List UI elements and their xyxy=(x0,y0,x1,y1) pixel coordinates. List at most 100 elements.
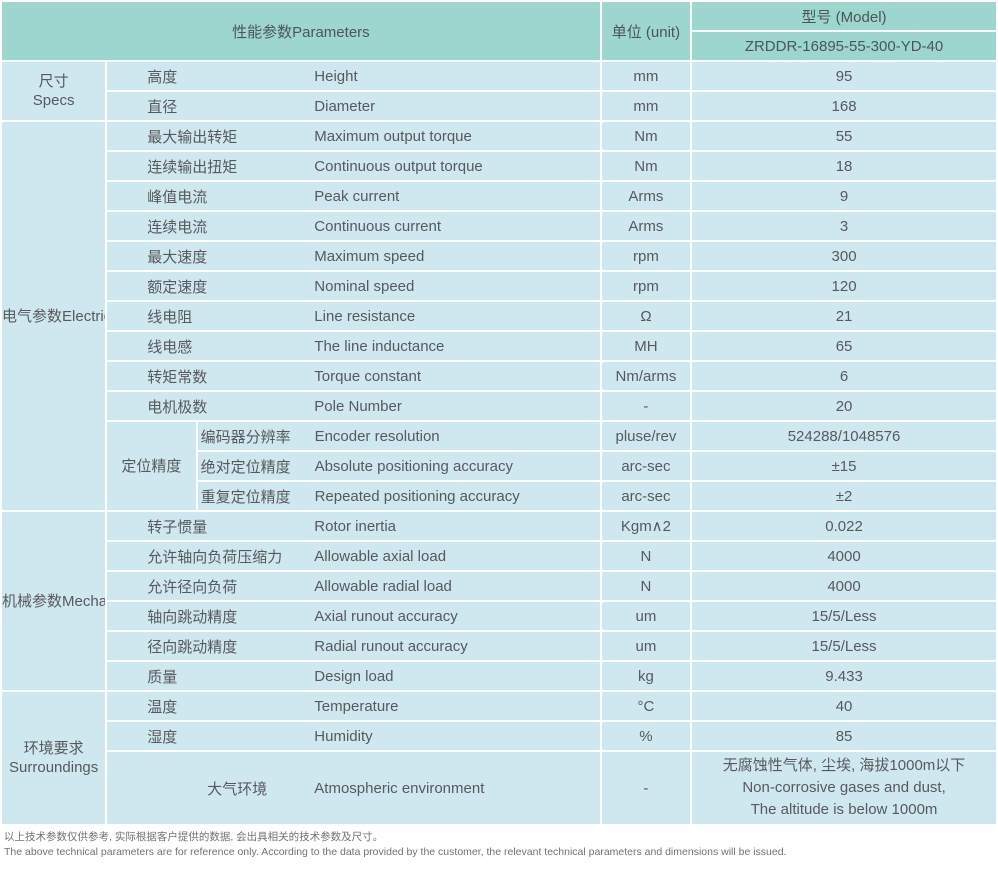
param-name-cell: 最大输出转矩 Maximum output torque xyxy=(107,122,600,150)
param-en: Rotor inertia xyxy=(314,517,396,535)
param-name-cell: 转矩常数 Torque constant xyxy=(107,362,600,390)
atmosphere-line-cn: 无腐蚀性气体, 尘埃, 海拔1000m以下 xyxy=(722,757,966,774)
param-en: Design load xyxy=(314,667,394,685)
param-cn: 编码器分辨率 xyxy=(200,428,291,446)
unit-cell: - xyxy=(601,752,691,824)
table-header-row: 性能参数Parameters 单位 (unit) 型号 (Model) xyxy=(2,2,996,60)
table-row: 湿度 Humidity % 85 xyxy=(2,722,996,750)
table-row: 定位精度 编码器分辨率 Encoder resolution pluse/rev … xyxy=(2,422,996,510)
param-name-cell: 连续电流 Continuous current xyxy=(107,212,600,240)
param-en: Allowable radial load xyxy=(314,577,452,595)
param-cn: 线电阻 xyxy=(147,308,193,326)
table-row: 连续输出扭矩 Continuous output torque Nm 18 xyxy=(2,152,996,180)
footnote-en: The above technical parameters are for r… xyxy=(4,846,787,858)
value-cell: 85 xyxy=(692,722,996,750)
param-name-cell: 电机极数 Pole Number xyxy=(107,392,600,420)
param-name-cell: 轴向跳动精度 Axial runout accuracy xyxy=(107,602,600,630)
param-en: Continuous output torque xyxy=(314,157,483,175)
value-cell: 300 xyxy=(692,242,996,270)
param-cn: 连续电流 xyxy=(147,218,208,236)
value-cell: 65 xyxy=(692,332,996,360)
param-cn: 允许轴向负荷压缩力 xyxy=(147,548,283,566)
model-header: 型号 (Model) xyxy=(692,2,996,30)
value-cell: 15/5/Less xyxy=(692,602,996,630)
table-row: 环境要求 Surroundings 温度 Temperature °C 40 xyxy=(2,692,996,824)
param-en: Humidity xyxy=(314,727,373,745)
value-cell: ±2 xyxy=(692,482,996,510)
param-cn: 径向跳动精度 xyxy=(147,638,238,656)
param-en: Maximum output torque xyxy=(314,127,472,145)
param-name-cell: 线电阻 Line resistance xyxy=(107,302,600,330)
param-en: Height xyxy=(314,67,358,85)
param-name-cell: 允许径向负荷 Allowable radial load xyxy=(107,572,600,600)
param-cn: 质量 xyxy=(147,668,178,686)
value-cell: 20 xyxy=(692,392,996,420)
unit-cell: mm xyxy=(601,92,691,120)
value-cell: 40 xyxy=(692,692,996,720)
param-cn: 线电感 xyxy=(147,338,193,356)
param-name-cell: 质量 Design load xyxy=(107,662,600,690)
value-cell: 9.433 xyxy=(692,662,996,690)
unit-cell: Arms xyxy=(601,212,691,240)
param-cn: 允许径向负荷 xyxy=(147,578,238,596)
model-value: ZRDDR-16895-55-300-YD-40 xyxy=(692,32,996,60)
section-label-cn: 电气参数 xyxy=(2,307,63,325)
param-en: Encoder resolution xyxy=(314,427,440,445)
param-name-cell: 连续输出扭矩 Continuous output torque xyxy=(107,152,600,180)
spec-table: 性能参数Parameters 单位 (unit) 型号 (Model) ZRDD… xyxy=(2,2,996,824)
value-cell: 15/5/Less xyxy=(692,632,996,660)
param-name-cell: 额定速度 Nominal speed xyxy=(107,272,600,300)
value-cell: 55 xyxy=(692,122,996,150)
unit-cell: Ω xyxy=(601,302,691,330)
table-row: 绝对定位精度 Absolute positioning accuracy arc-… xyxy=(2,452,996,480)
param-en: Atmospheric environment xyxy=(314,779,485,797)
section-specs: 尺寸 Specs xyxy=(2,62,106,120)
table-row: 直径 Diameter mm 168 xyxy=(2,92,996,120)
unit-header: 单位 (unit) xyxy=(601,2,691,60)
param-cn: 轴向跳动精度 xyxy=(147,608,238,626)
param-cn: 电机极数 xyxy=(147,398,208,416)
param-cn: 大气环境 xyxy=(207,780,268,798)
value-cell: 9 xyxy=(692,182,996,210)
section-label-cn: 尺寸 xyxy=(38,73,69,90)
param-name-cell: 重复定位精度 Repeated positioning accuracy xyxy=(197,482,600,510)
section-label-en: Mechanical Parameters xyxy=(62,592,106,610)
unit-cell: Nm/arms xyxy=(601,362,691,390)
table-row: 重复定位精度 Repeated positioning accuracy arc-… xyxy=(2,482,996,510)
param-en: The line inductance xyxy=(314,337,445,355)
param-en: Repeated positioning accuracy xyxy=(314,487,520,505)
value-cell: 21 xyxy=(692,302,996,330)
table-row: 机械参数Mechanical Parameters 转子惯量 Rotor iner… xyxy=(2,512,996,690)
param-name-cell: 高度 Height xyxy=(107,62,600,90)
subsection-positioning-accuracy: 定位精度 xyxy=(107,422,196,510)
param-cn: 绝对定位精度 xyxy=(200,458,291,476)
unit-cell: um xyxy=(601,602,691,630)
param-name-cell: 编码器分辨率 Encoder resolution xyxy=(197,422,600,450)
param-en: Continuous current xyxy=(314,217,442,235)
param-en: Torque constant xyxy=(314,367,422,385)
param-en: Peak current xyxy=(314,187,400,205)
param-name-cell: 峰值电流 Peak current xyxy=(107,182,600,210)
unit-cell: Nm xyxy=(601,152,691,180)
value-cell: 18 xyxy=(692,152,996,180)
unit-cell: mm xyxy=(601,62,691,90)
unit-cell: N xyxy=(601,542,691,570)
unit-cell: arc-sec xyxy=(601,482,691,510)
unit-cell: - xyxy=(601,392,691,420)
atmosphere-line-en2: The altitude is below 1000m xyxy=(750,801,938,818)
table-row: 径向跳动精度 Radial runout accuracy um 15/5/Les… xyxy=(2,632,996,660)
param-name-cell: 直径 Diameter xyxy=(107,92,600,120)
footnote: 以上技术参数仅供参考, 实际根据客户提供的数据, 会出具相关的技术参数及尺寸。 … xyxy=(0,826,998,860)
param-name-cell: 湿度 Humidity xyxy=(107,722,600,750)
value-cell: 无腐蚀性气体, 尘埃, 海拔1000m以下 Non-corrosive gases… xyxy=(692,752,996,824)
unit-cell: MH xyxy=(601,332,691,360)
param-cn: 直径 xyxy=(147,98,178,116)
param-en: Line resistance xyxy=(314,307,416,325)
unit-cell: rpm xyxy=(601,242,691,270)
param-name-cell: 温度 Temperature xyxy=(107,692,600,720)
unit-cell: Kgm∧2 xyxy=(601,512,691,540)
value-cell: 4000 xyxy=(692,572,996,600)
value-cell: 120 xyxy=(692,272,996,300)
table-row: 线电阻 Line resistance Ω 21 xyxy=(2,302,996,330)
value-cell: ±15 xyxy=(692,452,996,480)
